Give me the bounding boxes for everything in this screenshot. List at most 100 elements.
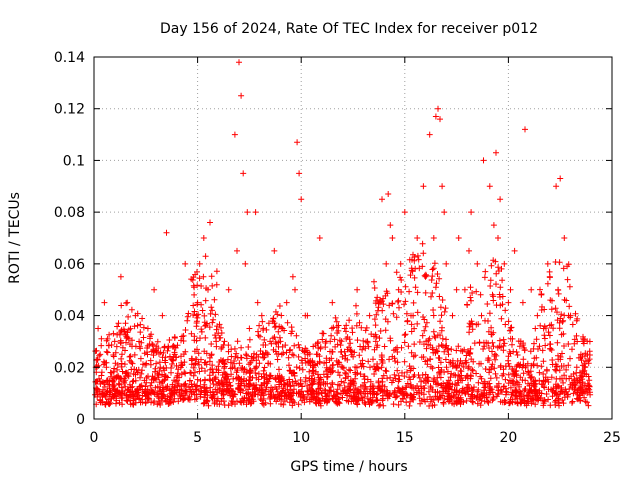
data-point [191, 291, 198, 298]
data-point [94, 363, 101, 370]
data-point [252, 209, 259, 216]
data-point [366, 312, 373, 319]
data-point [379, 360, 386, 366]
data-point [523, 402, 530, 409]
data-point [315, 386, 321, 392]
data-point [581, 336, 588, 343]
data-point [334, 341, 341, 348]
data-point [367, 390, 374, 397]
data-point [168, 390, 175, 397]
data-point [296, 365, 303, 372]
data-point [208, 394, 215, 401]
data-point [139, 315, 146, 322]
data-point [146, 333, 153, 340]
data-point [524, 360, 531, 367]
data-point [159, 386, 166, 393]
data-point [343, 328, 349, 335]
data-point [326, 392, 333, 399]
data-point [536, 343, 543, 350]
data-point [114, 366, 121, 373]
data-point [326, 387, 333, 394]
data-point [105, 342, 112, 349]
data-point [119, 351, 125, 358]
data-point [132, 399, 139, 406]
data-point [328, 325, 335, 332]
data-point [241, 375, 247, 382]
data-point [437, 359, 444, 366]
data-point [477, 291, 484, 298]
data-point [356, 319, 363, 326]
data-point [343, 322, 350, 329]
data-point [581, 394, 588, 401]
data-point [173, 362, 180, 369]
data-point [401, 332, 408, 339]
data-point [488, 366, 494, 373]
data-point [478, 391, 485, 398]
data-point [134, 387, 141, 394]
data-point [361, 385, 368, 392]
data-point [118, 363, 125, 370]
data-point [392, 394, 399, 401]
data-point [432, 334, 439, 341]
data-point [131, 393, 137, 400]
data-point [419, 240, 426, 247]
data-point [554, 309, 560, 316]
data-point [250, 355, 257, 362]
data-point [525, 368, 531, 375]
data-point [167, 353, 173, 360]
data-point [284, 319, 291, 326]
data-point [353, 322, 360, 329]
data-point [505, 299, 512, 306]
data-point [581, 360, 588, 367]
data-point [431, 375, 437, 382]
data-point [247, 367, 254, 374]
data-point [552, 305, 559, 312]
data-point [502, 321, 509, 328]
data-point [554, 339, 561, 346]
data-point [566, 386, 573, 392]
data-point [358, 363, 365, 370]
data-point [157, 364, 164, 371]
data-point [367, 378, 374, 385]
data-point [194, 376, 201, 383]
data-point [155, 374, 162, 381]
data-point [447, 374, 454, 381]
data-point [261, 354, 268, 361]
data-point [473, 288, 480, 295]
data-point [174, 342, 181, 349]
data-point [519, 299, 526, 306]
data-point [531, 340, 537, 347]
data-point [150, 376, 157, 383]
data-point [397, 389, 404, 396]
axes [93, 56, 613, 420]
data-point [189, 277, 196, 283]
data-point [579, 376, 586, 383]
data-point [360, 388, 367, 395]
data-point [203, 350, 210, 357]
data-point [513, 378, 520, 385]
data-point [267, 360, 274, 367]
data-point [414, 320, 421, 327]
data-point [380, 372, 387, 379]
data-point [453, 382, 460, 389]
data-point [411, 341, 418, 348]
data-point [574, 396, 581, 403]
data-point [372, 338, 379, 345]
data-point [263, 350, 270, 356]
data-point [587, 389, 593, 396]
data-point [356, 352, 363, 359]
data-point [191, 391, 198, 398]
data-point [190, 388, 197, 395]
data-point [236, 59, 242, 66]
data-point [295, 390, 302, 397]
data-point [493, 270, 500, 277]
data-point [96, 352, 103, 359]
data-point [213, 343, 220, 350]
data-points [92, 59, 594, 409]
data-point [150, 352, 157, 359]
data-point [440, 399, 447, 406]
data-point [311, 376, 318, 383]
data-point [92, 348, 99, 355]
data-point [382, 367, 389, 374]
data-point [361, 376, 368, 383]
